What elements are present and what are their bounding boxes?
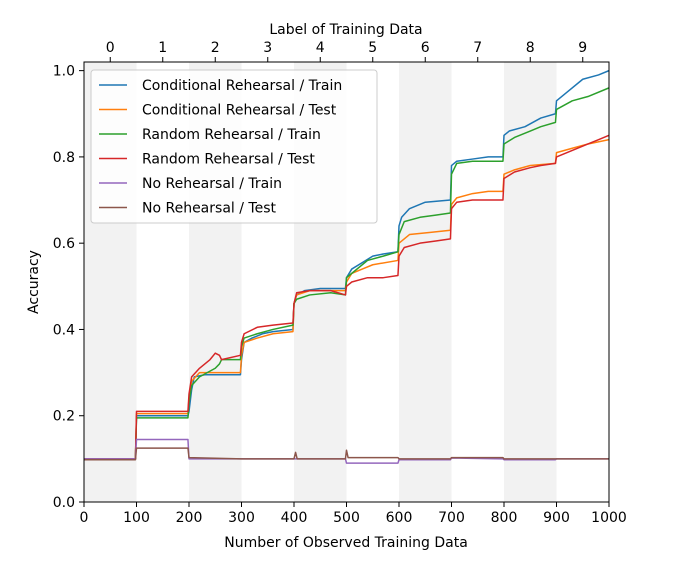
- x-axis-bottom: 0 100 200 300 400 500 600 700 800 900 1000: [80, 502, 627, 526]
- x-tick-label: 1000: [591, 510, 627, 526]
- legend-label: Conditional Rehearsal / Test: [142, 103, 337, 119]
- x-tick-label: 0: [80, 510, 89, 526]
- series-line-5: [84, 447, 609, 461]
- top-tick-label: 6: [421, 40, 430, 56]
- legend-label: Random Rehearsal / Train: [142, 127, 321, 143]
- y-axis-left: 0.0 0.2 0.4 0.6 0.8 1.0: [53, 64, 84, 511]
- top-axis-label: Label of Training Data: [269, 22, 422, 38]
- y-tick-label: 0.6: [53, 236, 75, 252]
- y-tick-label: 0.4: [53, 322, 75, 338]
- legend-label: No Rehearsal / Test: [142, 201, 276, 217]
- series-line-0: [84, 69, 610, 460]
- top-tick-label: 4: [316, 40, 325, 56]
- legend-label: Conditional Rehearsal / Train: [142, 78, 342, 94]
- top-tick-label: 5: [368, 40, 377, 56]
- x-axis-label: Number of Observed Training Data: [224, 535, 468, 551]
- y-tick-label: 0.8: [53, 150, 75, 166]
- top-tick-label: 0: [106, 40, 115, 56]
- series-line-1: [84, 138, 610, 460]
- x-tick-label: 400: [281, 510, 308, 526]
- x-axis-top: 0 1 2 3 4 5 6 7 8 9: [106, 40, 587, 62]
- top-tick-label: 8: [526, 40, 535, 56]
- x-tick-label: 100: [123, 510, 150, 526]
- top-tick-label: 7: [473, 40, 482, 56]
- x-tick-label: 600: [386, 510, 413, 526]
- top-tick-label: 9: [578, 40, 587, 56]
- legend-box: [90, 69, 378, 224]
- shaded-band: [399, 62, 452, 502]
- series-lines: [84, 69, 610, 464]
- top-tick-label: 1: [158, 40, 167, 56]
- x-tick-label: 900: [543, 510, 570, 526]
- top-tick-label: 2: [211, 40, 220, 56]
- x-tick-label: 700: [438, 510, 465, 526]
- legend: Conditional Rehearsal / Train Conditional…: [90, 69, 378, 224]
- legend-label: No Rehearsal / Train: [142, 176, 282, 192]
- y-tick-label: 0.2: [53, 409, 75, 425]
- x-tick-label: 500: [333, 510, 360, 526]
- x-tick-label: 300: [228, 510, 255, 526]
- y-axis-label: Accuracy: [26, 250, 42, 314]
- series-line-4: [84, 438, 609, 464]
- legend-label: Random Rehearsal / Test: [142, 152, 315, 168]
- series-line-3: [84, 134, 610, 460]
- top-tick-label: 3: [263, 40, 272, 56]
- y-tick-label: 0.0: [53, 495, 75, 511]
- shaded-band: [504, 62, 557, 502]
- x-tick-label: 200: [176, 510, 203, 526]
- x-tick-label: 800: [491, 510, 518, 526]
- series-line-2: [84, 87, 610, 460]
- y-tick-label: 1.0: [53, 64, 75, 80]
